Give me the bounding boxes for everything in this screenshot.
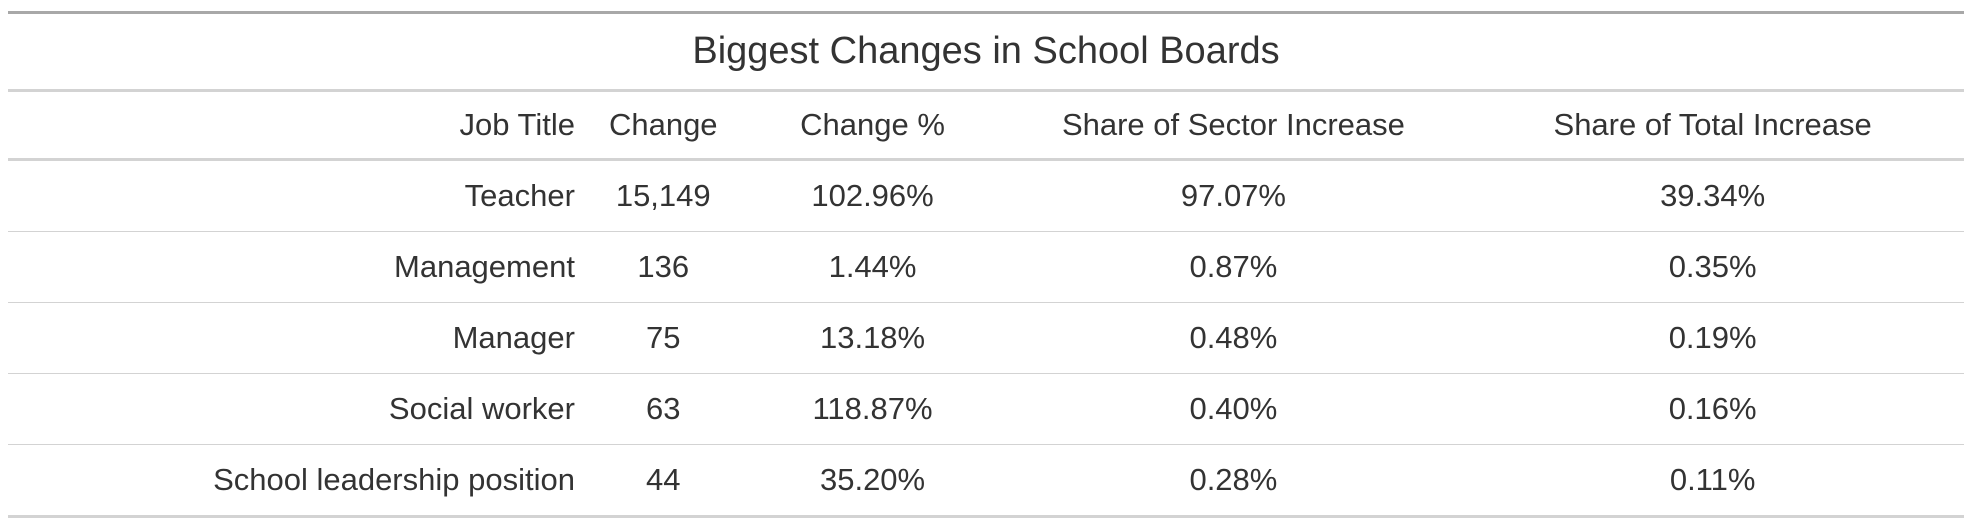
cell-job-title: Teacher (8, 159, 587, 232)
cell-job-title: Management (8, 231, 587, 303)
cell-share-of-sector-increase: 0.28% (1005, 444, 1462, 518)
column-header-change: Change (586, 90, 740, 161)
cell-change: 75 (586, 302, 740, 374)
table-title-row: Biggest Changes in School Boards (8, 14, 1964, 92)
column-header-change-percent: Change % (739, 90, 1006, 161)
cell-share-of-total-increase: 0.19% (1461, 302, 1964, 374)
column-header-share-of-total-increase: Share of Total Increase (1461, 90, 1964, 161)
cell-share-of-sector-increase: 0.40% (1005, 373, 1462, 445)
cell-change: 15,149 (586, 159, 740, 232)
cell-job-title: School leadership position (8, 444, 587, 518)
cell-share-of-total-increase: 0.35% (1461, 231, 1964, 303)
cell-share-of-total-increase: 39.34% (1461, 159, 1964, 232)
table-row: School leadership position 44 35.20% 0.2… (8, 444, 1964, 518)
cell-change-percent: 1.44% (739, 231, 1006, 303)
cell-change-percent: 118.87% (739, 373, 1006, 445)
table-row: Social worker 63 118.87% 0.40% 0.16% (8, 373, 1964, 445)
cell-change: 136 (586, 231, 740, 303)
table-body: Teacher 15,149 102.96% 97.07% 39.34% Man… (8, 159, 1964, 518)
cell-change-percent: 13.18% (739, 302, 1006, 374)
table-row: Management 136 1.44% 0.87% 0.35% (8, 231, 1964, 303)
table-row: Manager 75 13.18% 0.48% 0.19% (8, 302, 1964, 374)
table-row: Teacher 15,149 102.96% 97.07% 39.34% (8, 159, 1964, 232)
column-header-share-of-sector-increase: Share of Sector Increase (1005, 90, 1462, 161)
table-title: Biggest Changes in School Boards (8, 14, 1964, 92)
cell-share-of-sector-increase: 0.48% (1005, 302, 1462, 374)
table-header-row: Job Title Change Change % Share of Secto… (8, 90, 1964, 161)
cell-change: 63 (586, 373, 740, 445)
cell-share-of-sector-increase: 0.87% (1005, 231, 1462, 303)
data-table-container: Biggest Changes in School Boards Job Tit… (8, 11, 1964, 518)
cell-share-of-sector-increase: 97.07% (1005, 159, 1462, 232)
cell-change-percent: 102.96% (739, 159, 1006, 232)
cell-share-of-total-increase: 0.16% (1461, 373, 1964, 445)
column-header-job-title: Job Title (8, 90, 587, 161)
cell-change: 44 (586, 444, 740, 518)
cell-job-title: Manager (8, 302, 587, 374)
school-boards-table: Biggest Changes in School Boards Job Tit… (8, 14, 1964, 518)
cell-share-of-total-increase: 0.11% (1461, 444, 1964, 518)
cell-change-percent: 35.20% (739, 444, 1006, 518)
cell-job-title: Social worker (8, 373, 587, 445)
